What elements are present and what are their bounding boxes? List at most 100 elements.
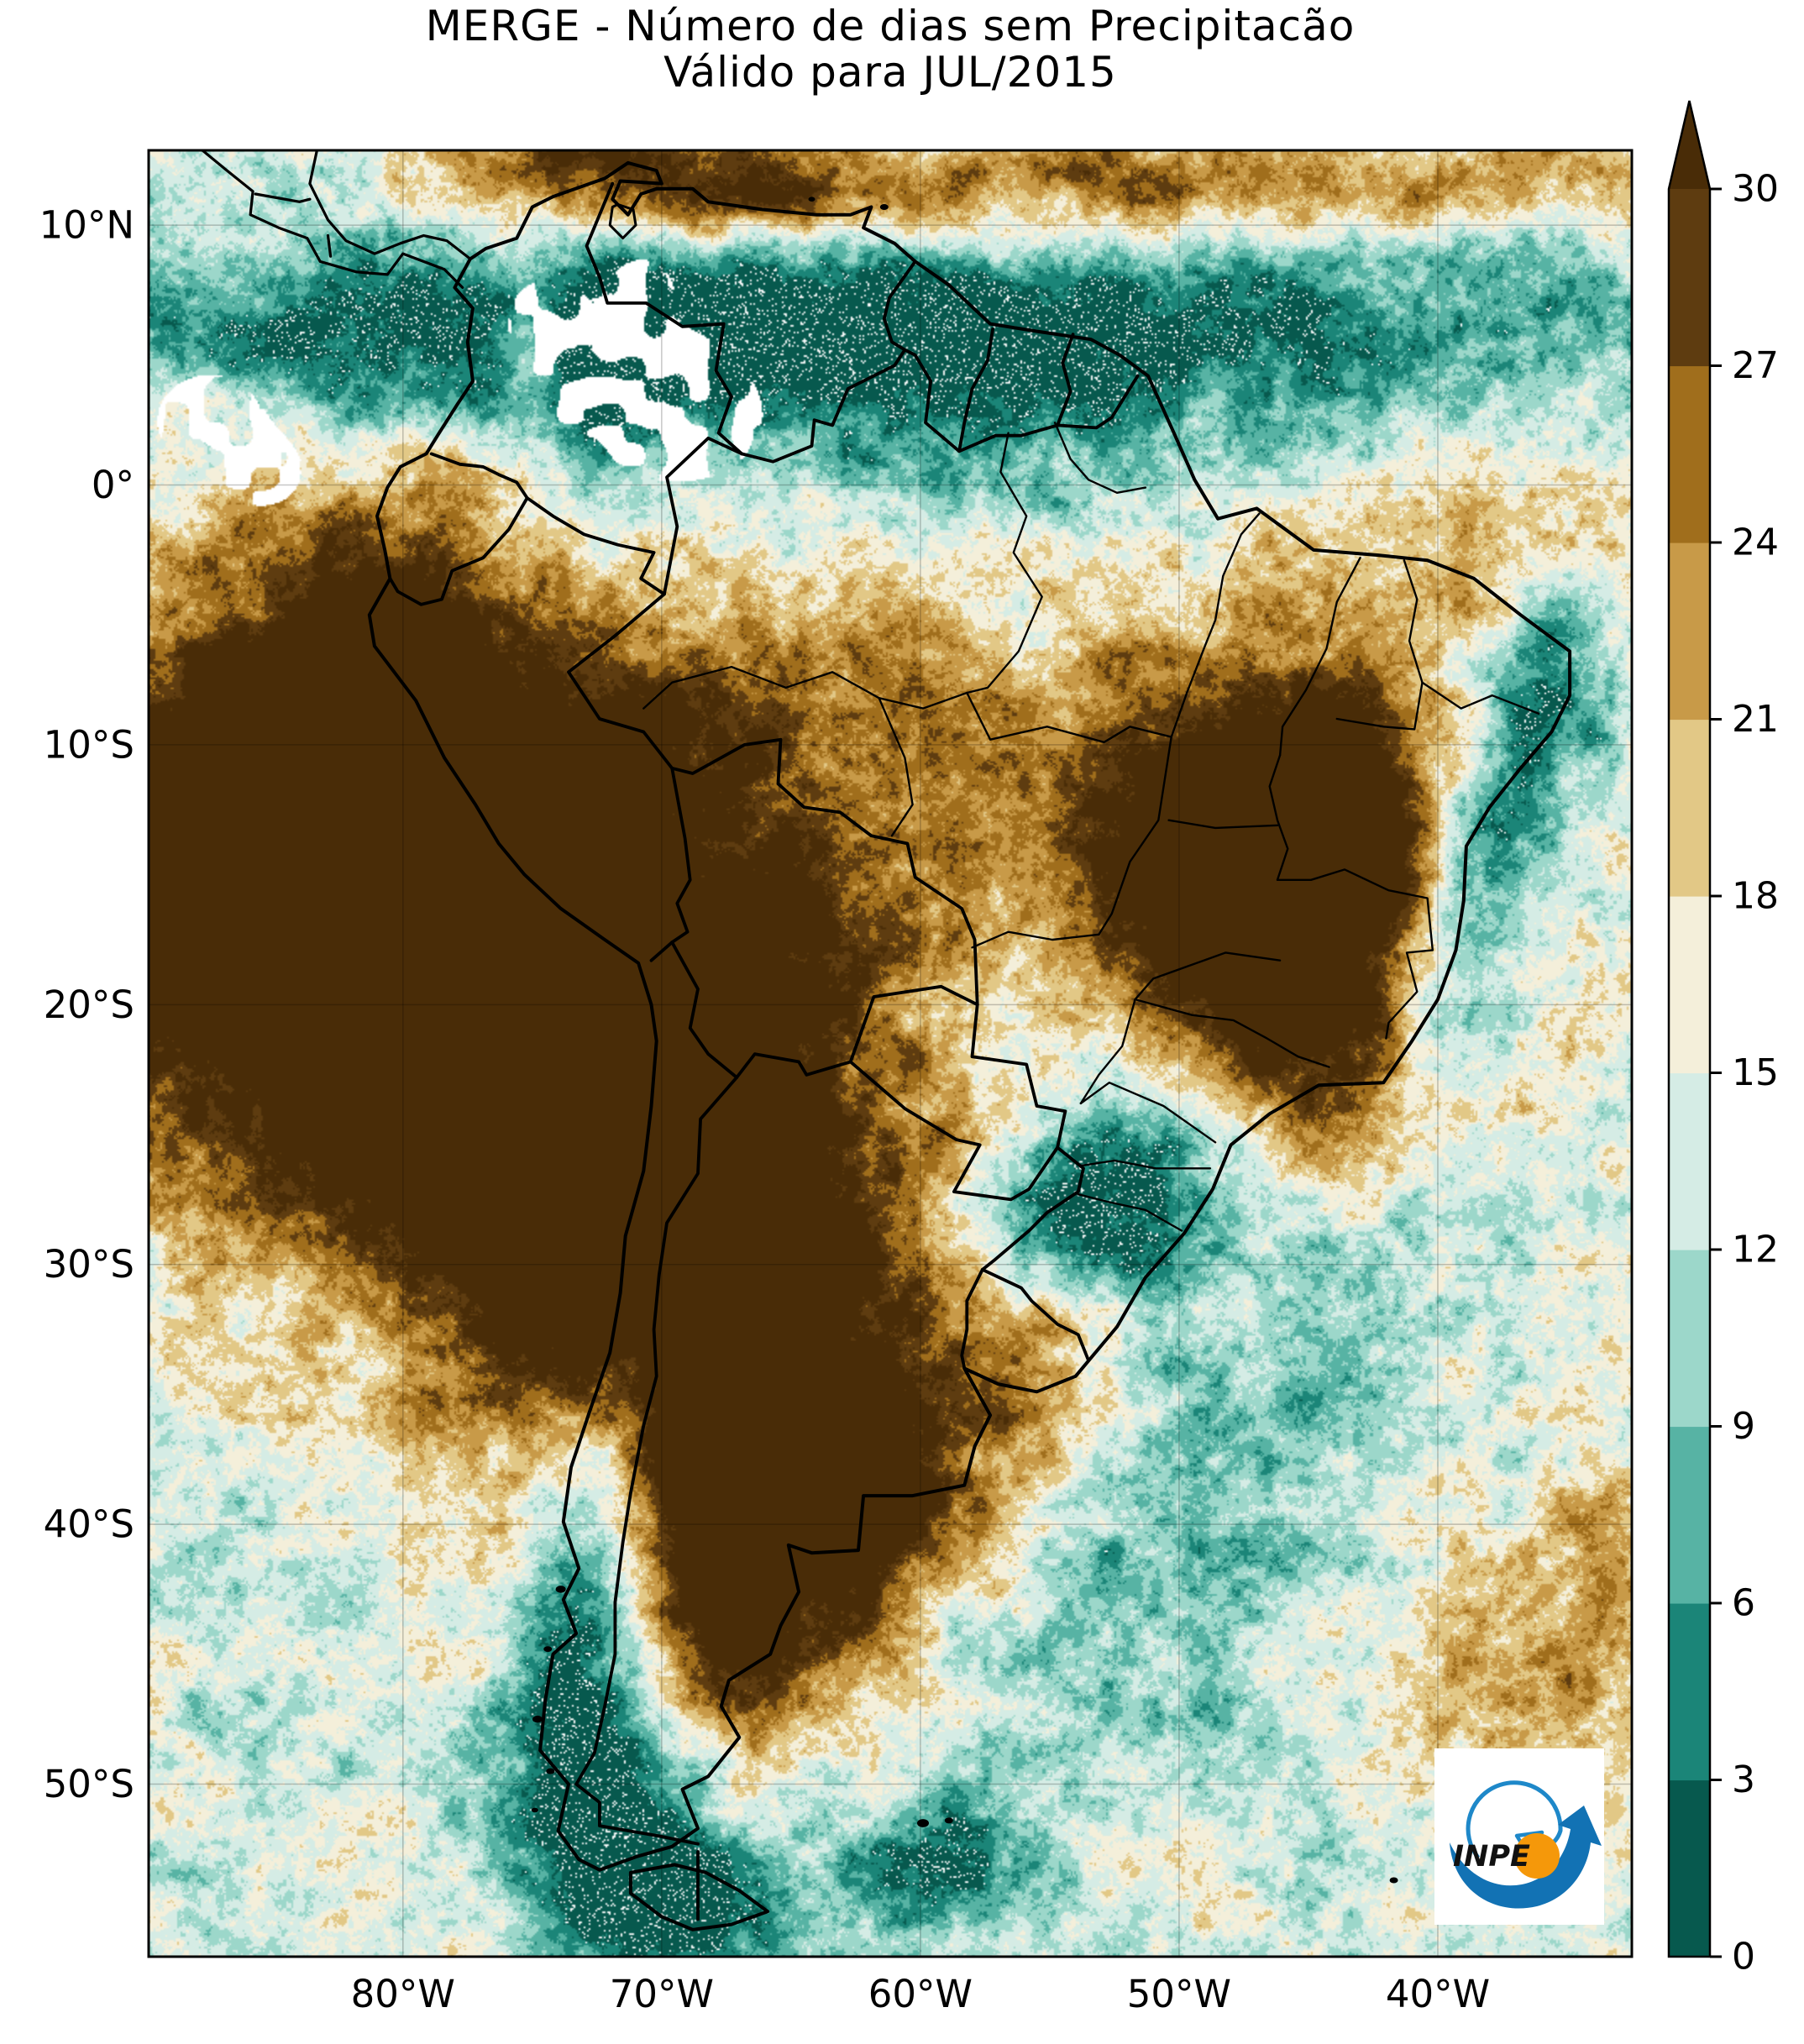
colorbar-tick-label: 30: [1732, 168, 1779, 211]
colorbar-segment: [1669, 365, 1710, 543]
precipitation-raster: [149, 150, 1632, 1957]
country-border: [670, 941, 739, 1079]
state-border: [966, 691, 1172, 743]
country-border: [957, 328, 994, 453]
title-line-2: Válido para JUL/2015: [663, 48, 1117, 97]
state-border: [1278, 557, 1361, 757]
logo-swoosh-arrow: [1450, 1806, 1602, 1909]
lon-tick-label: 60°W: [868, 1972, 973, 2016]
country-border: [567, 592, 674, 770]
colorbar-tick-label: 18: [1732, 875, 1779, 918]
country-border: [663, 436, 744, 596]
colorbar-segment: [1669, 1426, 1710, 1604]
lake-maracaibo: [608, 202, 637, 240]
lat-tick-label: 40°S: [44, 1502, 134, 1547]
island-dot: [944, 1817, 953, 1824]
country-border: [670, 737, 979, 1007]
island-dot: [543, 1646, 553, 1653]
state-border: [878, 697, 914, 837]
colorbar-tick-label: 12: [1732, 1229, 1779, 1271]
colorbar-segment: [1669, 1603, 1710, 1781]
colorbar-segment: [1669, 896, 1710, 1074]
island-dot: [879, 204, 889, 210]
country-border: [960, 1268, 984, 1371]
country-border: [970, 1003, 1067, 1150]
colorbar-segment: [1669, 719, 1710, 897]
central-america-line: [254, 192, 312, 203]
lat-tick-label: 20°S: [44, 983, 134, 1027]
state-border: [1335, 681, 1424, 731]
country-border: [848, 984, 979, 1064]
country-border: [848, 1060, 1059, 1202]
state-border: [1170, 512, 1261, 738]
country-border: [980, 1268, 1090, 1363]
colorbar-tick-label: 3: [1732, 1758, 1755, 1801]
lon-tick-label: 50°W: [1127, 1972, 1231, 2016]
state-border: [1053, 422, 1147, 494]
lat-tick-label: 50°S: [44, 1762, 134, 1806]
country-border: [1056, 333, 1075, 427]
island-dot: [532, 1716, 543, 1723]
colorbar-segment: [1669, 1250, 1710, 1428]
coastline: [367, 160, 1572, 1872]
country-border: [525, 496, 666, 596]
tierra-del-fuego-coast: [628, 1863, 770, 1931]
lon-tick-label: 70°W: [610, 1972, 714, 2016]
central-america-line: [308, 150, 472, 260]
island-dot: [531, 1807, 538, 1813]
inpe-logo: INPE: [1450, 1780, 1602, 1909]
state-border: [1134, 951, 1282, 1001]
state-border: [1403, 559, 1424, 684]
country-border: [429, 452, 529, 500]
central-america-line: [326, 233, 333, 258]
state-border: [1079, 1159, 1212, 1170]
lat-tick-label: 10°N: [39, 203, 134, 248]
state-border: [1079, 998, 1136, 1105]
state-border: [971, 930, 1100, 949]
colorbar-tick-label: 21: [1732, 698, 1779, 741]
state-border: [1385, 949, 1434, 1040]
colorbar-segment: [1669, 542, 1710, 721]
geo-layer: [149, 150, 1632, 1957]
island-dot: [546, 1768, 555, 1774]
colorbar-tick-label: 27: [1732, 344, 1779, 387]
logo-orange-dot: [1514, 1833, 1560, 1879]
state-border: [1134, 998, 1330, 1068]
colorbar-tick-label: 9: [1732, 1405, 1755, 1448]
colorbar-tick-label: 24: [1732, 521, 1779, 564]
country-border: [388, 496, 529, 606]
map-frame: [147, 149, 1634, 1958]
country-border: [735, 1052, 852, 1079]
state-border: [642, 665, 968, 710]
colorbar-tick-label: 15: [1732, 1051, 1779, 1094]
country-border: [649, 941, 674, 962]
state-border: [1421, 681, 1540, 715]
state-border: [1276, 868, 1434, 951]
lon-tick-label: 80°W: [351, 1972, 455, 2016]
central-america-line: [200, 150, 464, 289]
state-border: [1268, 754, 1289, 881]
colorbar-segment: [1669, 189, 1710, 367]
country-border: [585, 181, 744, 456]
state-border: [1167, 819, 1279, 830]
figure-title: MERGE - Número de dias sem Precipitacão …: [149, 3, 1632, 96]
lat-tick-label: 10°S: [44, 722, 134, 767]
logo-text: INPE: [1453, 1840, 1530, 1874]
colorbar-tick-label: 0: [1732, 1936, 1755, 1978]
colorbar-segment: [1669, 1072, 1710, 1250]
state-border: [1077, 1193, 1183, 1232]
title-line-1: MERGE - Número de dias sem Precipitacão: [425, 2, 1356, 50]
country-border: [574, 1076, 739, 1846]
island-dot: [917, 1819, 929, 1827]
country-border: [882, 259, 917, 352]
country-border: [980, 1145, 1085, 1271]
country-border: [670, 766, 692, 944]
lon-tick-label: 40°W: [1386, 1972, 1490, 2016]
country-border: [740, 348, 1140, 464]
state-border: [1098, 736, 1172, 936]
island-dot: [1389, 1877, 1398, 1884]
island-dot: [808, 197, 815, 202]
state-border: [1079, 1082, 1217, 1144]
